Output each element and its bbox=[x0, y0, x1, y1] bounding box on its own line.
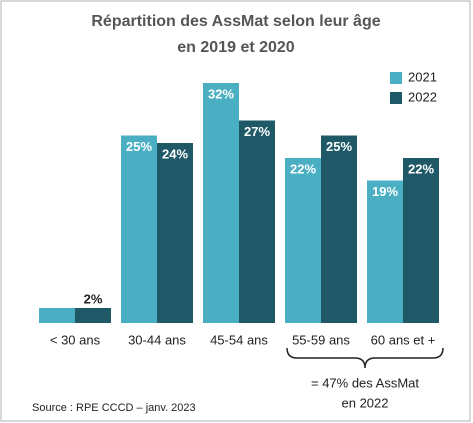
legend-swatch bbox=[390, 92, 402, 104]
bar bbox=[157, 143, 193, 323]
chart-title: en 2019 et 2020 bbox=[177, 39, 295, 56]
source: Source : RPE CCCD – janv. 2023 bbox=[32, 402, 196, 414]
x-tick-label: 55-59 ans bbox=[292, 332, 350, 347]
bar bbox=[367, 180, 403, 323]
data-label: 27% bbox=[244, 124, 270, 139]
chart-title: Répartition des AssMat selon leur âge bbox=[91, 13, 380, 30]
data-label: 22% bbox=[408, 161, 434, 176]
bar bbox=[203, 83, 239, 323]
data-label: 22% bbox=[290, 161, 316, 176]
annotation: = 47% des AssMat bbox=[311, 375, 419, 390]
data-label: 24% bbox=[162, 146, 188, 161]
bar bbox=[285, 158, 321, 323]
bar bbox=[403, 158, 439, 323]
bar bbox=[121, 135, 157, 323]
data-label: 19% bbox=[372, 184, 398, 199]
bar bbox=[239, 120, 275, 323]
bar bbox=[39, 308, 75, 323]
x-tick-label: 60 ans et + bbox=[371, 332, 436, 347]
data-label: 25% bbox=[126, 139, 152, 154]
bar bbox=[321, 135, 357, 323]
x-tick-label: 45-54 ans bbox=[210, 332, 268, 347]
data-label: 2% bbox=[84, 291, 103, 306]
data-label: 25% bbox=[326, 139, 352, 154]
brace bbox=[286, 347, 444, 369]
x-tick-label: 30-44 ans bbox=[128, 332, 186, 347]
annotation: en 2022 bbox=[342, 395, 389, 410]
x-tick-label: < 30 ans bbox=[50, 332, 101, 347]
bar bbox=[75, 308, 111, 323]
data-label: 32% bbox=[208, 86, 234, 101]
legend-swatch bbox=[390, 72, 402, 84]
legend-label: 2022 bbox=[408, 89, 437, 104]
legend-label: 2021 bbox=[408, 69, 437, 84]
